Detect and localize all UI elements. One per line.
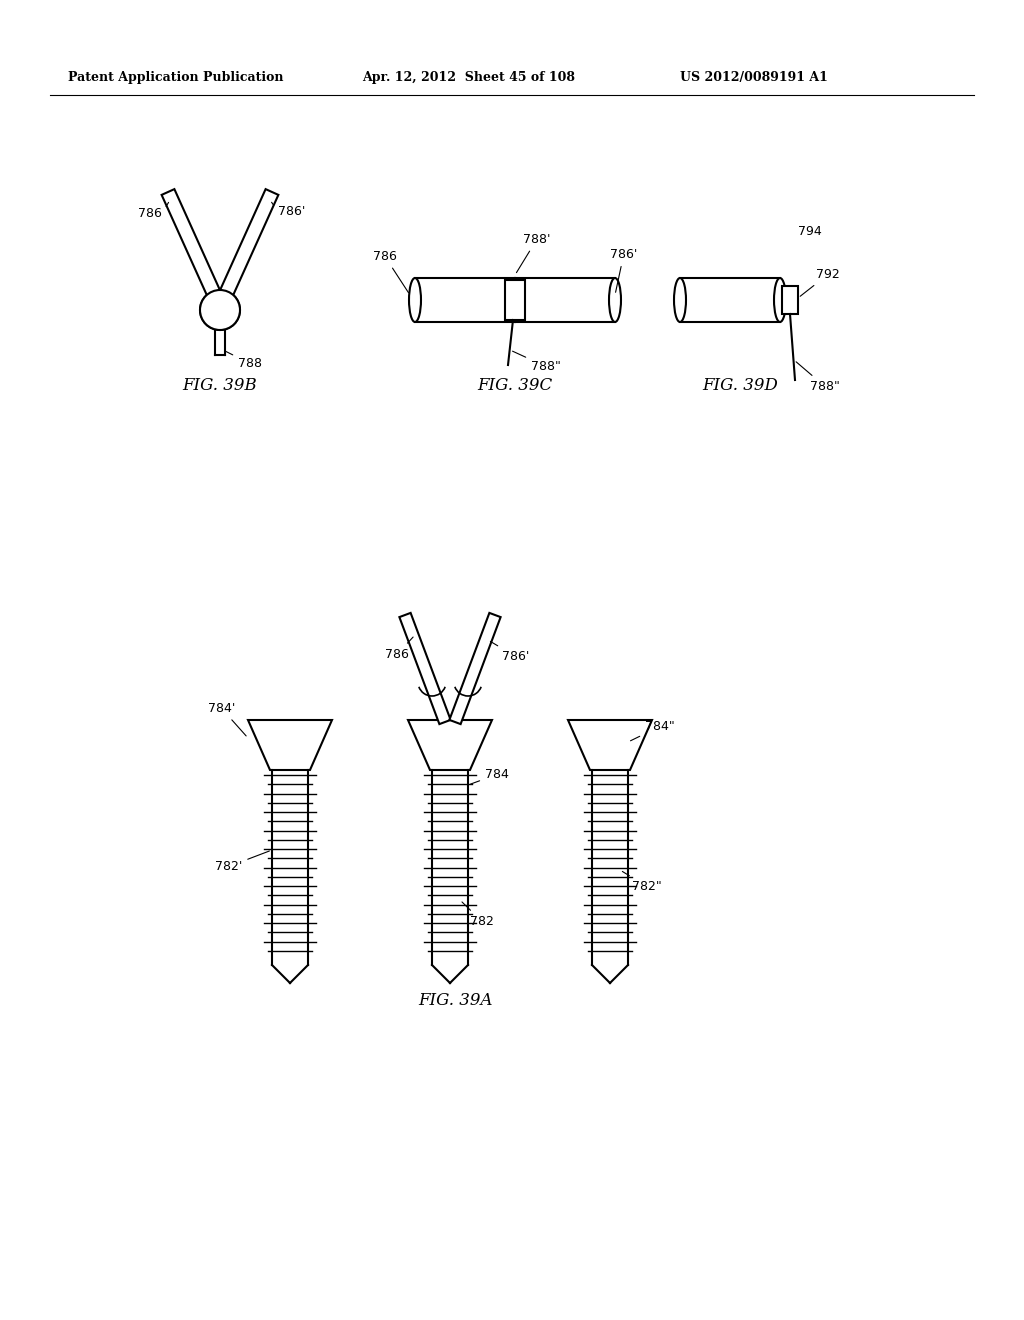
- Text: 782: 782: [462, 902, 494, 928]
- Text: FIG. 39C: FIG. 39C: [477, 378, 553, 393]
- Ellipse shape: [674, 279, 686, 322]
- Text: 786': 786': [490, 642, 529, 663]
- Text: 784': 784': [208, 702, 246, 737]
- Bar: [415, 279, 515, 322]
- Text: 786': 786': [271, 202, 305, 218]
- Polygon shape: [162, 189, 220, 297]
- Text: Patent Application Publication: Patent Application Publication: [68, 71, 284, 84]
- Polygon shape: [408, 719, 492, 770]
- Text: 788": 788": [513, 351, 561, 374]
- Circle shape: [200, 290, 240, 330]
- Text: 788": 788": [796, 362, 840, 393]
- Bar: [505, 280, 525, 319]
- Text: FIG. 39D: FIG. 39D: [702, 378, 778, 393]
- Text: FIG. 39B: FIG. 39B: [182, 378, 257, 393]
- Polygon shape: [219, 189, 279, 297]
- Ellipse shape: [774, 279, 786, 322]
- Text: 786: 786: [385, 638, 413, 661]
- Text: Apr. 12, 2012  Sheet 45 of 108: Apr. 12, 2012 Sheet 45 of 108: [362, 71, 575, 84]
- Text: 784: 784: [471, 768, 509, 784]
- Text: 788: 788: [225, 351, 262, 370]
- Ellipse shape: [509, 279, 521, 322]
- Text: FIG. 39A: FIG. 39A: [418, 993, 493, 1008]
- Text: 786: 786: [373, 249, 409, 293]
- Ellipse shape: [409, 279, 421, 322]
- Bar: [515, 279, 615, 322]
- Polygon shape: [450, 612, 501, 725]
- Text: 782": 782": [623, 871, 662, 894]
- Polygon shape: [568, 719, 652, 770]
- Ellipse shape: [509, 279, 521, 322]
- Text: 782': 782': [215, 851, 269, 873]
- Text: US 2012/0089191 A1: US 2012/0089191 A1: [680, 71, 827, 84]
- Text: 784": 784": [631, 719, 675, 741]
- Ellipse shape: [609, 279, 621, 322]
- Text: 786: 786: [138, 202, 169, 220]
- Bar: [782, 286, 798, 314]
- Circle shape: [200, 290, 240, 330]
- Text: 786': 786': [610, 248, 637, 292]
- Text: 794: 794: [798, 224, 821, 238]
- Text: 792: 792: [800, 268, 840, 296]
- Polygon shape: [248, 719, 332, 770]
- Text: 788': 788': [516, 234, 551, 273]
- Polygon shape: [399, 612, 451, 725]
- Bar: [680, 279, 780, 322]
